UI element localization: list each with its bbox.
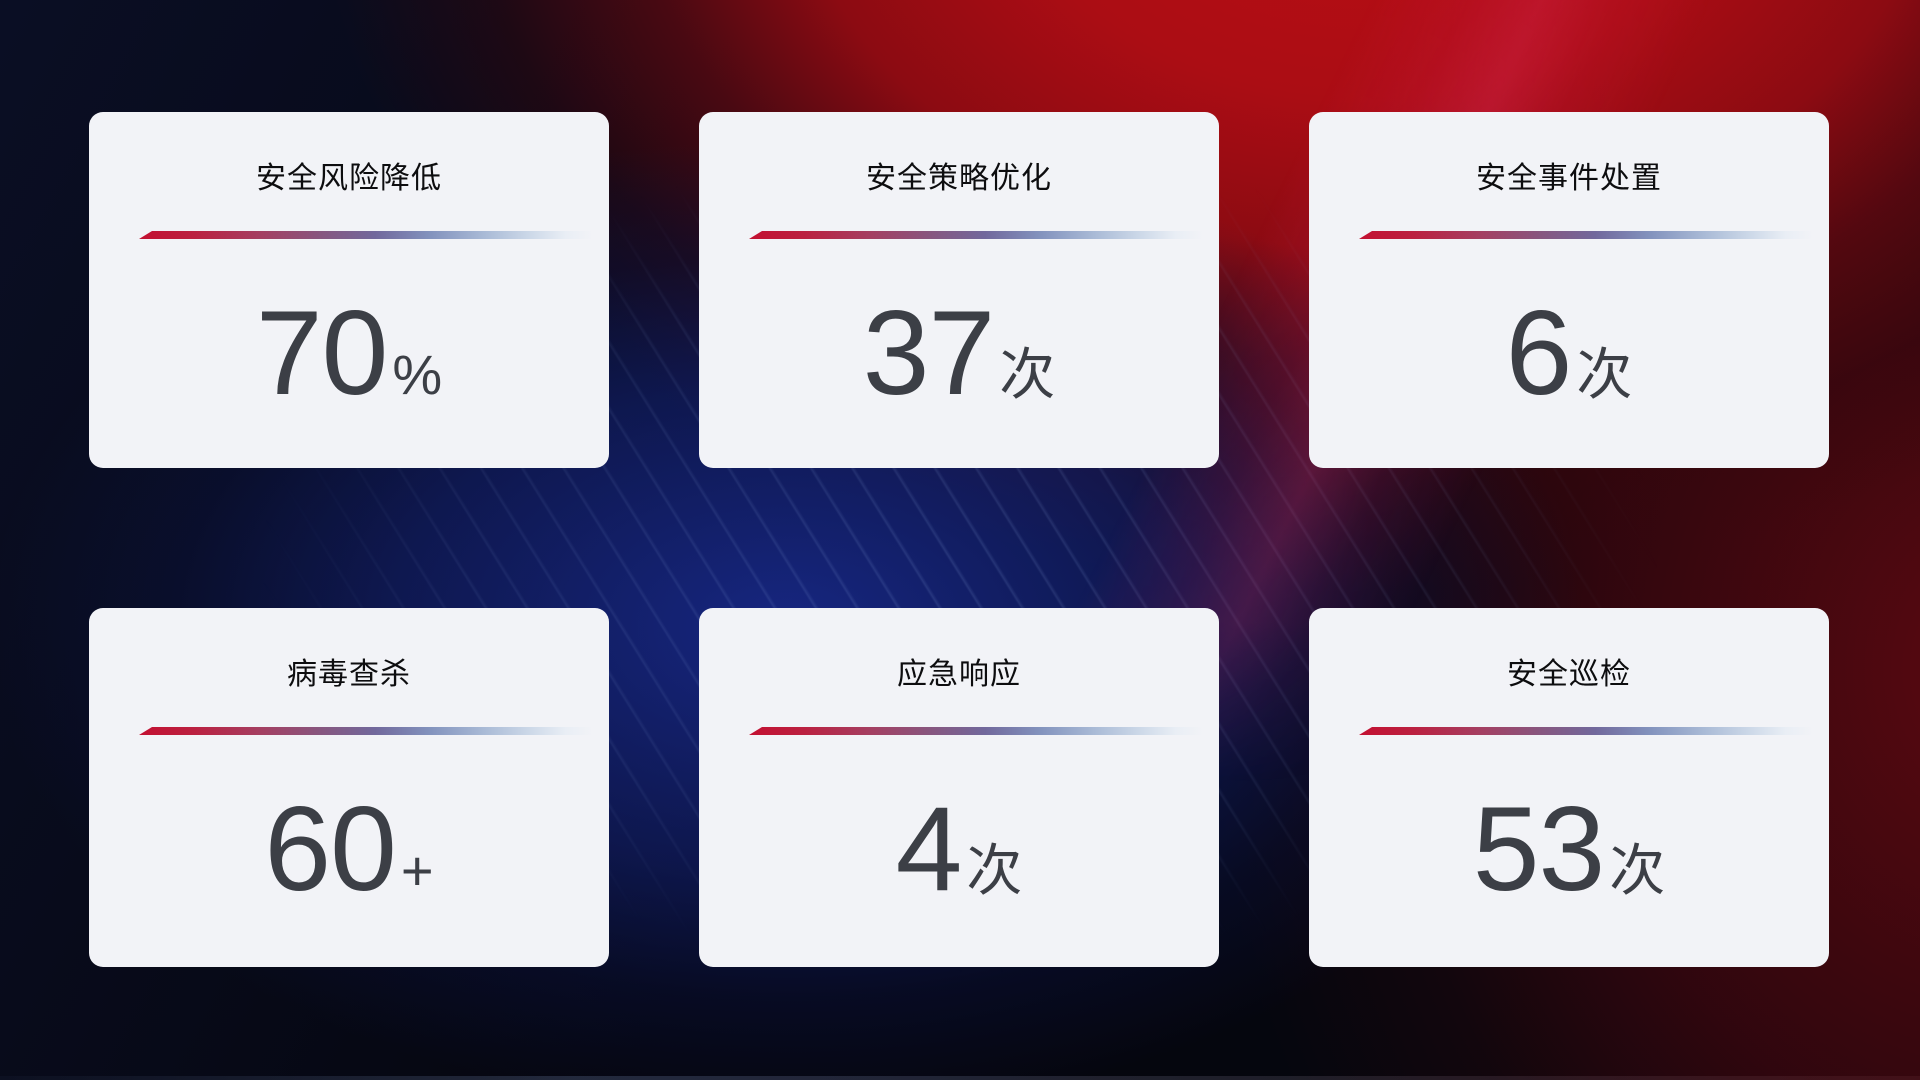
gradient-divider	[139, 727, 593, 735]
stat-card-virus-scan: 病毒查杀 60 +	[89, 608, 609, 967]
card-value-suffix: +	[400, 839, 434, 902]
gradient-divider	[1359, 231, 1813, 239]
card-title: 应急响应	[897, 658, 1021, 691]
stat-card-policy-optimization: 安全策略优化 37 次	[699, 112, 1219, 468]
stat-card-incident-handling: 安全事件处置 6 次	[1309, 112, 1829, 468]
stat-card-emergency-response: 应急响应 4 次	[699, 608, 1219, 967]
card-value-suffix: 次	[1576, 343, 1633, 406]
card-value-row: 70 %	[89, 293, 609, 413]
card-value-suffix: 次	[999, 343, 1056, 406]
card-value-suffix: 次	[1609, 839, 1666, 902]
gradient-divider	[1359, 727, 1813, 735]
card-value-suffix: %	[392, 343, 443, 406]
card-value-row: 4 次	[699, 789, 1219, 909]
stat-card-risk-reduction: 安全风险降低 70 %	[89, 112, 609, 468]
card-value-row: 53 次	[1309, 789, 1829, 909]
card-value-row: 37 次	[699, 293, 1219, 413]
card-title: 安全策略优化	[866, 162, 1052, 195]
gradient-divider	[749, 727, 1203, 735]
card-value-row: 6 次	[1309, 293, 1829, 413]
card-value: 70	[255, 286, 388, 420]
stat-card-security-inspection: 安全巡检 53 次	[1309, 608, 1829, 967]
card-title: 安全风险降低	[256, 162, 442, 195]
card-value: 60	[264, 782, 396, 916]
card-value: 37	[862, 286, 995, 420]
card-value-row: 60 +	[89, 789, 609, 909]
background-bottom-edge	[0, 1076, 1920, 1080]
card-title: 病毒查杀	[287, 658, 411, 691]
stat-cards-grid: 安全风险降低 70 % 安全策略优化 37 次 安全事件处置 6 次 病毒查	[89, 112, 1829, 967]
card-value: 4	[895, 782, 963, 916]
card-title: 安全事件处置	[1476, 162, 1662, 195]
card-title: 安全巡检	[1507, 658, 1631, 691]
card-value: 6	[1505, 286, 1573, 420]
card-value: 53	[1472, 782, 1605, 916]
gradient-divider	[749, 231, 1203, 239]
card-value-suffix: 次	[966, 839, 1023, 902]
gradient-divider	[139, 231, 593, 239]
